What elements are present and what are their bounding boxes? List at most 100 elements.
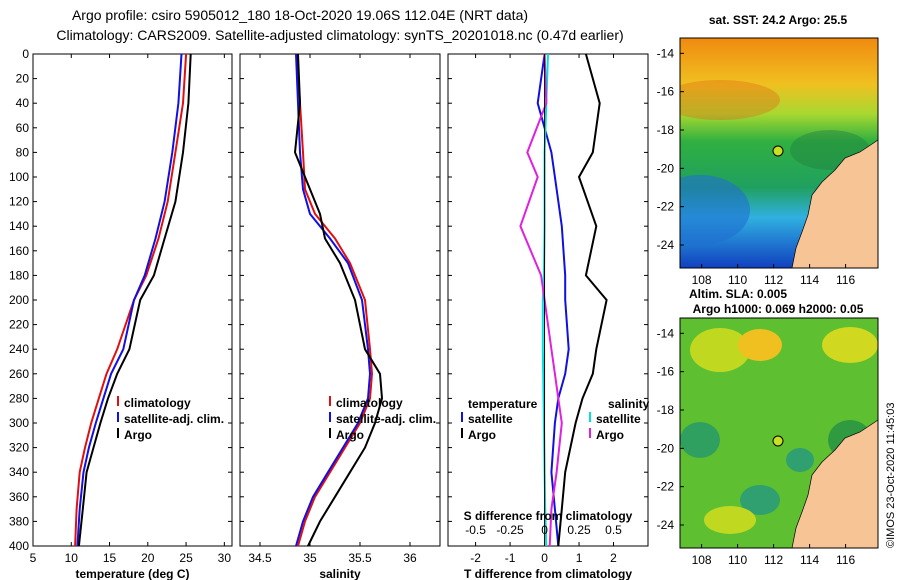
map-y-tick-label: -22 — [657, 200, 675, 214]
sst-map: 108 110 112 114 116 -14 -16 -18 -20 -22 -24 sat. S… — [657, 13, 879, 287]
y-tick-label: 140 — [9, 219, 29, 233]
sst-float-marker — [772, 145, 784, 157]
y-tick-label: 20 — [16, 72, 30, 86]
map-y-tick-label: -24 — [657, 518, 675, 532]
map-y-tick-label: -14 — [657, 46, 675, 60]
y-tick-label: 80 — [16, 145, 30, 159]
legend-left-item: satellite — [468, 412, 513, 426]
x-tick-label: 36 — [403, 551, 417, 565]
series-t-argo — [557, 53, 608, 547]
salinity-profile-frame — [239, 53, 441, 547]
series-argo — [77, 53, 192, 547]
legend-item: climatology — [336, 396, 403, 410]
s-axis-label: S difference from climatology — [464, 509, 633, 523]
y-tick-label: 160 — [9, 244, 29, 258]
y-tick-label: 220 — [9, 318, 29, 332]
difference-profile: -2 -1 0 1 2 T difference from climatology -0.5… — [447, 53, 650, 580]
legend-item: Argo — [124, 428, 152, 442]
x-tick-label: 35.5 — [348, 551, 372, 565]
map-x-tick-label: 108 — [692, 553, 712, 567]
map-y-tick-label: -18 — [657, 403, 675, 417]
y-tick-label: 100 — [9, 170, 29, 184]
map-x-tick-label: 110 — [728, 553, 747, 567]
y-tick-label: 40 — [16, 96, 30, 110]
map-x-tick-label: 108 — [692, 273, 712, 287]
x-tick-label: -2 — [470, 551, 481, 565]
legend-left-item: Argo — [468, 428, 496, 442]
map-y-tick-label: -18 — [657, 123, 675, 137]
x-axis-label: T difference from climatology — [464, 567, 632, 580]
s-tick-label: 0 — [541, 523, 548, 537]
y-tick-label: 240 — [9, 342, 29, 356]
sst-title: sat. SST: 24.2 Argo: 25.5 — [709, 13, 848, 27]
sla-float-marker — [772, 435, 784, 447]
y-tick-label: 200 — [9, 293, 29, 307]
x-tick-label: 20 — [141, 551, 155, 565]
legend-item: climatology — [124, 396, 191, 410]
map-y-tick-label: -14 — [657, 326, 675, 340]
series-satellite-adj-clim- — [76, 53, 183, 547]
x-tick-label: 35 — [303, 551, 317, 565]
map-y-tick-label: -16 — [657, 365, 675, 379]
x-tick-label: 0 — [541, 551, 548, 565]
s-tick-label: -0.5 — [465, 523, 486, 537]
map-y-tick-label: -22 — [657, 480, 675, 494]
map-x-tick-label: 116 — [836, 553, 855, 567]
map-x-tick-label: 116 — [836, 273, 855, 287]
x-tick-label: 34.5 — [248, 551, 272, 565]
y-tick-label: 260 — [9, 367, 29, 381]
map-x-tick-label: 112 — [764, 273, 783, 287]
legend-left-title: temperature — [468, 397, 538, 411]
title-line2: Climatology: CARS2009. Satellite-adjuste… — [56, 27, 623, 43]
map-y-tick-label: -20 — [657, 441, 675, 455]
series-t-satellite — [536, 53, 570, 547]
x-tick-label: 5 — [30, 551, 37, 565]
x-tick-label: 10 — [65, 551, 79, 565]
y-tick-label: 380 — [9, 514, 29, 528]
map-x-tick-label: 114 — [800, 553, 819, 567]
x-tick-label: 25 — [179, 551, 193, 565]
legend-right-title: salinity — [608, 397, 650, 411]
s-tick-label: -0.25 — [496, 523, 524, 537]
series-climatology — [74, 53, 188, 547]
map-y-tick-label: -16 — [657, 85, 675, 99]
legend-item: satellite-adj. clim. — [124, 412, 224, 426]
x-tick-label: 2 — [610, 551, 617, 565]
map-x-tick-label: 114 — [800, 273, 819, 287]
title-line1: Argo profile: csiro 5905012_180 18-Oct-2… — [72, 7, 528, 23]
y-tick-label: 0 — [22, 47, 29, 61]
sst-land — [791, 139, 878, 268]
legend-item: satellite-adj. clim. — [336, 412, 436, 426]
sla-title-line1: Altim. SLA: 0.005 — [689, 287, 787, 301]
s-tick-label: 0.5 — [605, 523, 622, 537]
series-argo — [293, 53, 384, 547]
x-tick-label: 15 — [103, 551, 117, 565]
y-tick-label: 340 — [9, 465, 29, 479]
x-axis-label: salinity — [319, 567, 361, 580]
map-x-tick-label: 110 — [728, 273, 747, 287]
salinity-profile: 34.5 35 35.5 36 salinity climatology satellite… — [239, 53, 441, 580]
series-climatology — [296, 53, 374, 547]
legend-right-item: Argo — [596, 428, 624, 442]
y-tick-label: 320 — [9, 441, 29, 455]
sla-map: 108 110 112 114 116 -14 -16 -18 -20 -22 -24 Altim.… — [657, 287, 879, 567]
temperature-profile-frame — [32, 53, 233, 547]
temperature-profile: 0 20 40 60 80 100 120 140 160 180 200 220 240 260 280 3… — [9, 47, 233, 580]
y-tick-label: 60 — [16, 121, 30, 135]
map-y-tick-label: -24 — [657, 238, 675, 252]
series-satellite-adj-clim- — [295, 53, 372, 547]
difference-profile-frame — [447, 53, 649, 547]
y-tick-label: 300 — [9, 416, 29, 430]
y-tick-label: 360 — [9, 490, 29, 504]
y-tick-label: 400 — [9, 539, 29, 553]
x-tick-label: 1 — [576, 551, 583, 565]
y-tick-label: 280 — [9, 391, 29, 405]
legend-item: Argo — [336, 428, 364, 442]
map-x-tick-label: 112 — [764, 553, 783, 567]
map-y-tick-label: -20 — [657, 161, 675, 175]
sla-title-line2: Argo h1000: 0.069 h2000: 0.05 — [693, 302, 864, 316]
x-tick-label: 30 — [218, 551, 232, 565]
sla-land — [791, 419, 878, 548]
x-tick-label: -1 — [505, 551, 516, 565]
